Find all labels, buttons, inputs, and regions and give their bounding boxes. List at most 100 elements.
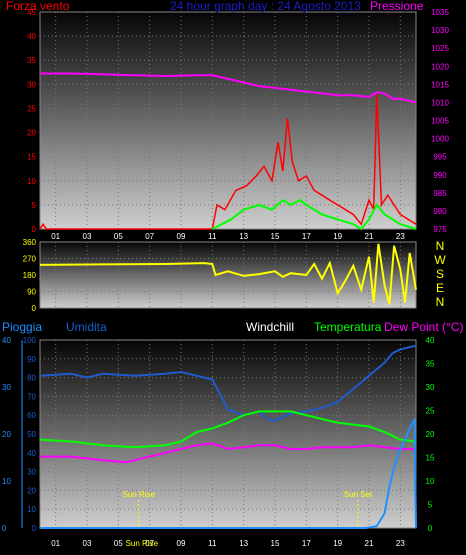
gust-line (211, 198, 417, 231)
direction-series (39, 243, 417, 305)
rain-y-tick: 10 (2, 477, 11, 486)
pressure-y-tick: 1025 (431, 44, 449, 53)
wind-y-tick: 40 (27, 32, 36, 41)
hour-tick: 09 (177, 539, 186, 548)
pressure-line (40, 72, 417, 104)
pressure-y-tick: 985 (433, 189, 447, 198)
hour-tick: 13 (239, 539, 248, 548)
wind-y-tick: 15 (27, 153, 36, 162)
cardinal-W: W (434, 253, 446, 267)
rain-y-tick: 40 (2, 336, 11, 345)
direction-line (39, 243, 417, 305)
pressure-y-tick: 1035 (431, 8, 449, 17)
pressure-y-tick: 1000 (431, 135, 449, 144)
hour-tick: 05 (114, 539, 123, 548)
direction-y-axis: 360 270 180 90 0 (23, 238, 37, 313)
humidity-y-tick: 10 (27, 505, 36, 514)
wind-grid (40, 12, 416, 229)
wind-y-tick: 20 (27, 129, 36, 138)
chart-title: 24 hour graph day : 24 Agosto 2013 (170, 0, 361, 13)
hour-tick: 07 (145, 539, 154, 548)
hour-tick: 09 (177, 232, 186, 241)
hour-tick: 01 (51, 539, 60, 548)
humidity-y-tick: 100 (23, 336, 37, 345)
pressure-title: Pressione (370, 0, 424, 13)
hour-tick: 23 (396, 539, 405, 548)
sun-sunrise-label: Sun Rise (122, 490, 155, 499)
hour-tick: 15 (271, 232, 280, 241)
wind-y-axis-left: 45 40 35 30 25 20 15 10 5 0 (27, 8, 36, 234)
hour-tick: 05 (114, 232, 123, 241)
hour-tick: 19 (333, 232, 342, 241)
pressure-y-tick: 1030 (431, 26, 449, 35)
temperature-y-tick: 15 (426, 454, 435, 463)
hour-tick: 17 (302, 539, 311, 548)
pressure-y-tick: 975 (433, 225, 447, 234)
humidity-y-tick: 90 (27, 355, 36, 364)
wind-panel (39, 11, 417, 230)
temp-x-axis: 01 03 05 07 09 11 13 15 17 19 21 23 (51, 539, 405, 548)
temperature-y-tick: 5 (428, 501, 433, 510)
pressure-y-tick: 980 (433, 207, 447, 216)
temperature-y-tick: 35 (426, 360, 435, 369)
humidity-y-tick: 60 (27, 411, 36, 420)
temperature-y-tick: 0 (428, 524, 433, 533)
wind-y-tick: 0 (32, 225, 37, 234)
humidity-y-tick: 70 (27, 392, 36, 401)
direction-y-tick: 180 (23, 271, 37, 280)
hour-tick: 01 (51, 232, 60, 241)
rain-y-tick: 30 (2, 383, 11, 392)
hour-tick: 19 (333, 539, 342, 548)
rain-line (40, 418, 417, 529)
cardinal-E: E (436, 281, 444, 295)
sun-sunrise2-label: Sun Rise (126, 539, 159, 548)
humidity-y-tick: 40 (27, 449, 36, 458)
wind-series (39, 72, 417, 231)
wind-y-tick: 10 (27, 177, 36, 186)
temperature-label: Temperatura (314, 320, 382, 334)
temp-grid (40, 340, 416, 528)
humidity-y-tick: 50 (27, 430, 36, 439)
hour-tick: 03 (83, 539, 92, 548)
dewpoint-label: Dew Point (°C) (384, 320, 463, 334)
dewpoint-line (40, 442, 416, 464)
humidity-y-tick: 80 (27, 374, 36, 383)
temperature-y-tick: 25 (426, 407, 435, 416)
wind-y-tick: 30 (27, 80, 36, 89)
humidity-line (39, 344, 417, 422)
humidity-y-tick: 0 (32, 524, 37, 533)
hour-tick: 11 (208, 232, 217, 241)
direction-y-tick: 270 (23, 255, 37, 264)
wind-y-tick: 25 (27, 104, 36, 113)
cardinal-N: N (436, 239, 445, 253)
rain-y-tick: 20 (2, 430, 11, 439)
direction-y-tick: 90 (27, 288, 36, 297)
pressure-y-tick: 1015 (431, 80, 449, 89)
temperature-line (39, 410, 417, 449)
rain-label: Pioggia (2, 320, 42, 334)
wind-x-axis: 01 03 05 07 09 11 13 15 17 19 21 23 (51, 232, 405, 241)
wind-line (39, 93, 417, 230)
pressure-y-axis-right: 1035 1030 1025 1020 1015 1010 1005 1000 995 990 98… (431, 8, 449, 234)
wind-y-tick: 5 (32, 201, 37, 210)
wind-title: Forza vento (6, 0, 70, 13)
cardinal-N: N (436, 295, 445, 309)
sun-annotations: Sun Rise Sun Set Sun Rise (122, 490, 373, 548)
humidity-label: Umidita (66, 320, 107, 334)
hour-tick: 07 (145, 232, 154, 241)
temperature-y-tick: 10 (426, 477, 435, 486)
rain-y-tick: 0 (2, 524, 7, 533)
hour-tick: 15 (271, 539, 280, 548)
sun-sunset-label: Sun Set (344, 490, 373, 499)
hour-tick: 21 (365, 539, 374, 548)
cardinal-S: S (436, 267, 444, 281)
wind-y-tick: 45 (27, 8, 36, 17)
hour-tick: 13 (239, 232, 248, 241)
temperature-y-tick: 30 (426, 383, 435, 392)
windchill-label: Windchill (246, 320, 294, 334)
hour-tick: 17 (302, 232, 311, 241)
pressure-y-tick: 1005 (431, 117, 449, 126)
direction-y-tick: 360 (23, 238, 37, 247)
